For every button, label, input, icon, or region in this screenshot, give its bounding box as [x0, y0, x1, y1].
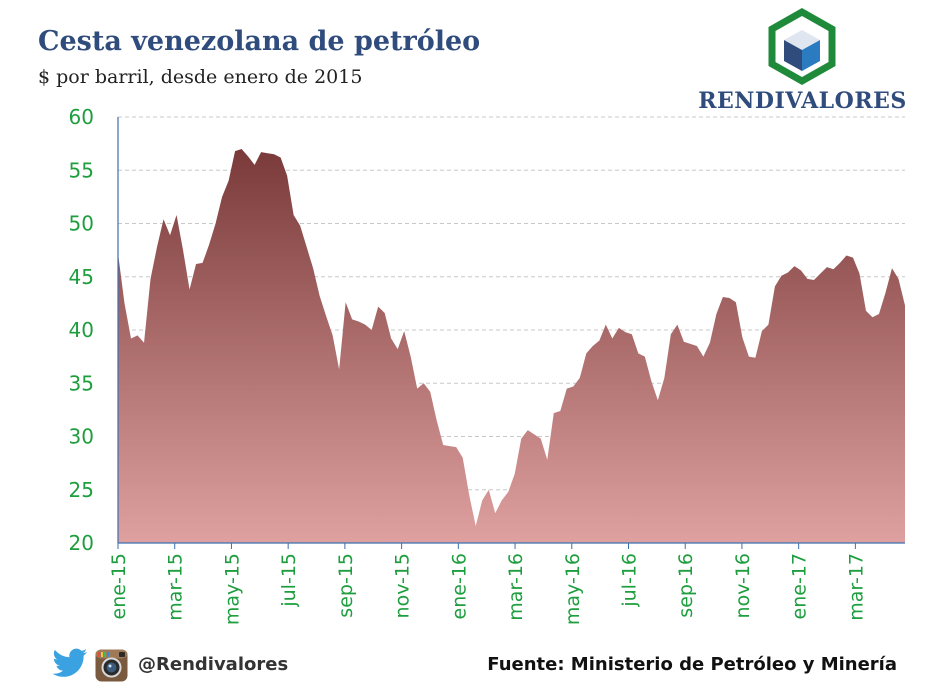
x-tick-label: mar-16 — [505, 553, 527, 621]
x-tick-label: may-15 — [221, 553, 243, 625]
y-axis-ticks: 20 25 30 35 40 45 50 55 60 — [69, 105, 94, 555]
x-tick-label: may-16 — [562, 553, 584, 625]
y-tick-label: 40 — [69, 318, 94, 342]
x-tick-label: sep-16 — [675, 553, 697, 618]
series-area — [118, 148, 905, 543]
x-tick-label: ene-15 — [108, 553, 130, 619]
twitter-icon[interactable] — [52, 648, 88, 680]
x-tick-label: nov-16 — [732, 553, 754, 618]
x-tick-label: mar-15 — [165, 553, 187, 621]
x-axis-ticks: ene-15 mar-15 may-15 jul-15 sep-15 nov-15 ene-… — [108, 543, 867, 625]
rendivalores-logo: RENDIVALORES — [690, 7, 915, 116]
chart-title: Cesta venezolana de petróleo — [38, 26, 481, 57]
x-tick-label: ene-17 — [789, 553, 811, 619]
y-tick-label: 35 — [69, 371, 94, 395]
axes — [117, 117, 905, 544]
y-tick-label: 20 — [69, 531, 94, 555]
x-tick-label: jul-16 — [618, 553, 640, 608]
hexagon-cube-icon — [768, 7, 836, 86]
y-tick-label: 30 — [69, 425, 94, 449]
x-tick-label: jul-15 — [278, 553, 300, 608]
y-tick-label: 55 — [69, 158, 94, 182]
footer-handle[interactable]: @Rendivalores — [138, 654, 289, 675]
y-tick-label: 25 — [69, 478, 94, 502]
footer-source: Fuente: Ministerio de Petróleo y Minería — [487, 654, 897, 675]
x-tick-label: ene-16 — [448, 553, 470, 619]
chart-subtitle: $ por barril, desde enero de 2015 — [38, 66, 363, 88]
x-tick-label: nov-15 — [392, 553, 414, 618]
instagram-icon[interactable] — [95, 649, 128, 682]
x-tick-label: mar-17 — [845, 553, 867, 621]
logo-text: RENDIVALORES — [698, 88, 907, 114]
y-tick-label: 45 — [69, 265, 94, 289]
plot-area — [118, 148, 905, 543]
y-tick-label: 60 — [69, 105, 94, 129]
x-tick-label: sep-15 — [335, 553, 357, 618]
y-tick-label: 50 — [69, 212, 94, 236]
